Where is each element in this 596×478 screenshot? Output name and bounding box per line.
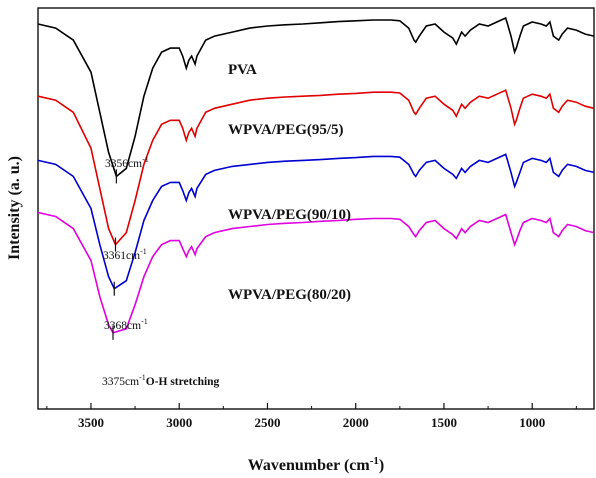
x-tick-label-1000: 1000 — [519, 415, 545, 430]
series-label-3: WPVA/PEG(90/10) — [228, 207, 351, 223]
series-line-3 — [37, 153, 595, 290]
y-axis-title: Intensity (a. u.) — [6, 156, 23, 260]
peak-label-1: 3356cm-1 — [105, 155, 149, 170]
x-axis-title-main: Wavenumber (cm — [248, 457, 371, 474]
series-layer — [37, 16, 595, 334]
plot-frame — [37, 7, 595, 410]
series-label-1: PVA — [228, 62, 257, 78]
x-tick-label-3000: 3000 — [166, 415, 192, 430]
x-tick-label-2500: 2500 — [254, 415, 280, 430]
series-label-2: WPVA/PEG(95/5) — [228, 122, 344, 138]
peak-label-4: 3375cm-1O-H stretching — [102, 373, 220, 388]
x-tick-label-1500: 1500 — [431, 415, 457, 430]
x-tick-label-2000: 2000 — [343, 415, 369, 430]
x-axis-title-end: ) — [379, 457, 384, 474]
x-axis-title-sup: -1 — [370, 455, 379, 467]
labels-layer: PVA 3356cm-1 WPVA/PEG(95/5) 3361cm-1 WPVA/PE… — [102, 62, 351, 388]
peak-label-2: 3361cm-1 — [103, 247, 147, 262]
peak-label-3: 3368cm-1 — [104, 317, 148, 332]
series-line-2 — [37, 89, 595, 247]
series-line-4 — [37, 211, 595, 334]
series-line-1 — [37, 16, 595, 178]
series-label-4: WPVA/PEG(80/20) — [228, 287, 351, 303]
x-axis-title: Wavenumber (cm-1) — [248, 455, 384, 474]
x-axis-ticks: 3500 3000 2500 2000 1500 1000 — [46, 403, 577, 430]
x-tick-label-3500: 3500 — [78, 415, 104, 430]
